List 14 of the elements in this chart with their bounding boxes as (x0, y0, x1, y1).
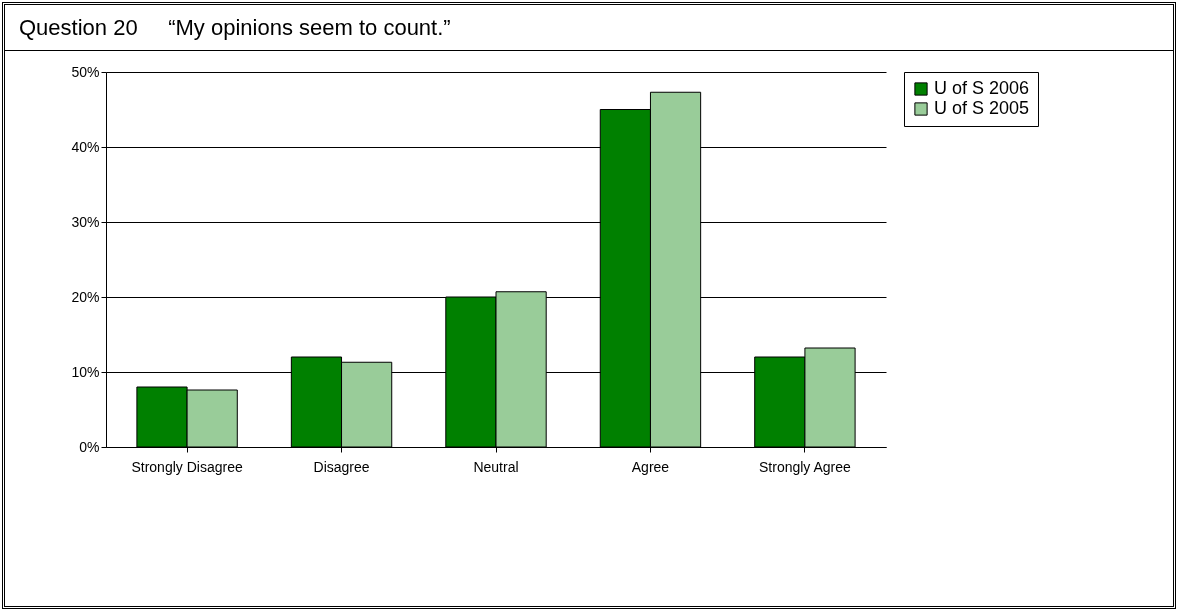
x-tick-label: Strongly Disagree (131, 458, 243, 475)
chart-title: Question 20 “My opinions seem to count.” (5, 5, 1173, 51)
y-tick-label: 50% (71, 63, 100, 80)
x-tick-label: Strongly Agree (758, 458, 852, 475)
x-tick-label: Neutral (473, 458, 519, 475)
x-tick-label: Agree (631, 458, 670, 475)
x-tick-label: Disagree (313, 458, 370, 475)
y-tick-label: 0% (79, 438, 100, 455)
legend-label: U of S 2005 (934, 98, 1030, 118)
y-tick-label: 30% (71, 213, 100, 230)
y-tick-label: 20% (71, 288, 100, 305)
y-tick-label: 40% (71, 138, 100, 155)
legend-label: U of S 2006 (934, 78, 1030, 98)
y-tick-label: 10% (71, 363, 100, 380)
